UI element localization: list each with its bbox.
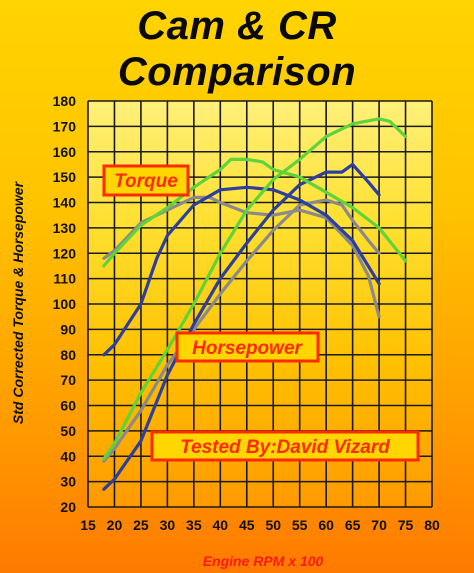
y-tick-label: 50 xyxy=(60,423,76,439)
torque-annotation: Torque xyxy=(102,164,190,197)
y-tick-label: 20 xyxy=(60,499,76,515)
y-tick-label: 80 xyxy=(60,347,76,363)
series-lines xyxy=(102,117,408,491)
y-tick-label: 110 xyxy=(53,271,76,287)
x-tick-label: 25 xyxy=(133,517,149,533)
x-tick-label: 35 xyxy=(186,517,202,533)
gray-horsepower-line xyxy=(102,198,381,463)
x-tick-label: 40 xyxy=(213,517,229,533)
x-tick-labels: 15 20 25 30 35 40 45 50 55 60 65 70 75 80 xyxy=(80,517,440,533)
tested-by-label: Tested By:David Vizard xyxy=(180,437,390,458)
y-tick-label: 30 xyxy=(60,474,76,490)
blue-horsepower-line xyxy=(102,162,381,491)
y-tick-label: 150 xyxy=(53,169,77,185)
y-axis-label: Std Corrected Torque & Horsepower xyxy=(10,180,26,424)
y-tick-labels: 20 30 40 50 60 70 80 90 100 110 120 130 140 150 160 170… xyxy=(53,93,77,515)
x-tick-label: 20 xyxy=(107,517,123,533)
y-tick-label: 90 xyxy=(60,321,76,337)
x-tick-label: 30 xyxy=(160,517,176,533)
y-tick-label: 70 xyxy=(60,372,76,388)
green-horsepower-line xyxy=(102,117,408,461)
x-axis-label: Engine RPM x 100 xyxy=(203,553,324,569)
x-tick-label: 50 xyxy=(265,517,281,533)
y-tick-label: 160 xyxy=(53,144,77,160)
x-tick-label: 70 xyxy=(371,517,387,533)
y-tick-label: 40 xyxy=(60,448,76,464)
chart-title-line1: Cam & CR xyxy=(137,4,337,48)
torque-label: Torque xyxy=(114,171,178,192)
x-tick-label: 15 xyxy=(80,517,96,533)
tested-by-annotation: Tested By:David Vizard xyxy=(150,430,420,462)
y-tick-label: 60 xyxy=(60,398,76,414)
y-tick-label: 140 xyxy=(53,195,77,211)
horsepower-label: Horsepower xyxy=(192,338,303,359)
blue-torque-line xyxy=(102,185,381,357)
y-tick-label: 130 xyxy=(53,220,77,236)
y-tick-label: 100 xyxy=(53,296,77,312)
horsepower-annotation: Horsepower xyxy=(175,331,320,363)
x-tick-label: 75 xyxy=(398,517,414,533)
y-tick-label: 170 xyxy=(53,118,77,134)
y-tick-label: 120 xyxy=(53,245,77,261)
y-tick-label: 180 xyxy=(53,93,77,109)
x-tick-label: 80 xyxy=(424,517,440,533)
green-torque-line xyxy=(102,157,408,268)
x-tick-label: 45 xyxy=(239,517,255,533)
x-tick-label: 65 xyxy=(345,517,361,533)
x-tick-label: 60 xyxy=(318,517,334,533)
chart-title-line2: Comparison xyxy=(117,50,357,94)
x-tick-label: 55 xyxy=(292,517,308,533)
